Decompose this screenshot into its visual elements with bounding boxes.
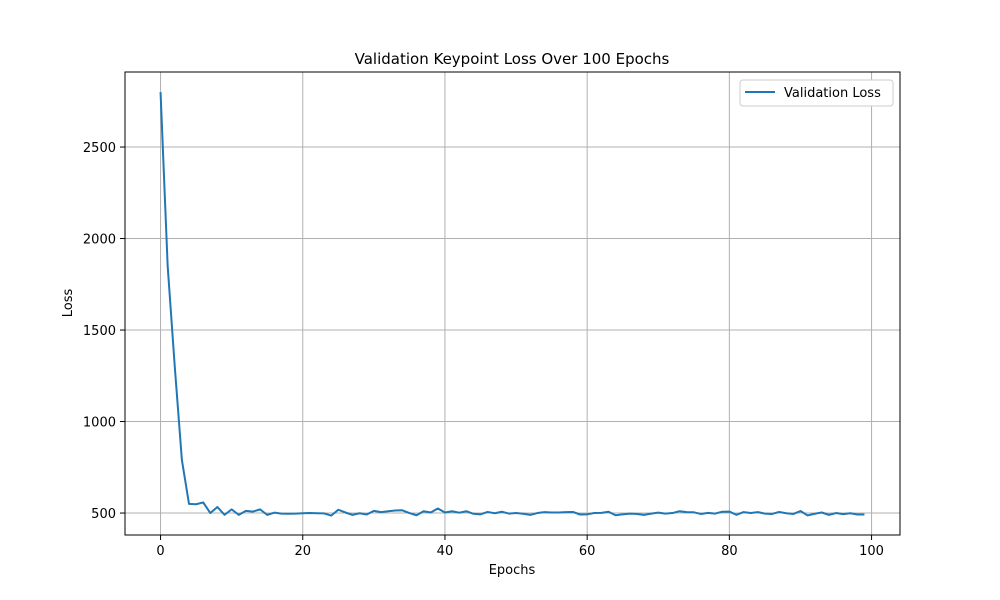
y-tick-label: 500 (91, 507, 116, 522)
x-tick-label: 100 (859, 544, 884, 559)
y-tick-label: 1000 (83, 416, 116, 431)
series-layer (159, 92, 865, 517)
x-axis-label: Epochs (489, 563, 536, 578)
series-line-validation-loss (159, 92, 865, 517)
chart-title: Validation Keypoint Loss Over 100 Epochs (355, 50, 670, 68)
x-tick-label: 20 (294, 544, 311, 559)
legend: Validation Loss (739, 79, 894, 107)
y-axis-label: Loss (61, 289, 76, 318)
plot-area-frame (124, 71, 901, 536)
y-tick-label: 2500 (83, 141, 116, 156)
legend-box (739, 79, 894, 107)
x-tick-label: 0 (156, 544, 164, 559)
x-tick-label: 40 (437, 544, 454, 559)
y-tick-label: 2000 (83, 233, 116, 248)
x-axis-ticks: 0 20 40 60 80 100 (156, 535, 884, 559)
x-tick-label: 60 (579, 544, 596, 559)
x-tick-label: 80 (721, 544, 738, 559)
legend-label-validation-loss: Validation Loss (784, 86, 881, 101)
y-axis-ticks: 500 1000 1500 2000 2500 (83, 141, 125, 522)
y-tick-label: 1500 (83, 324, 116, 339)
